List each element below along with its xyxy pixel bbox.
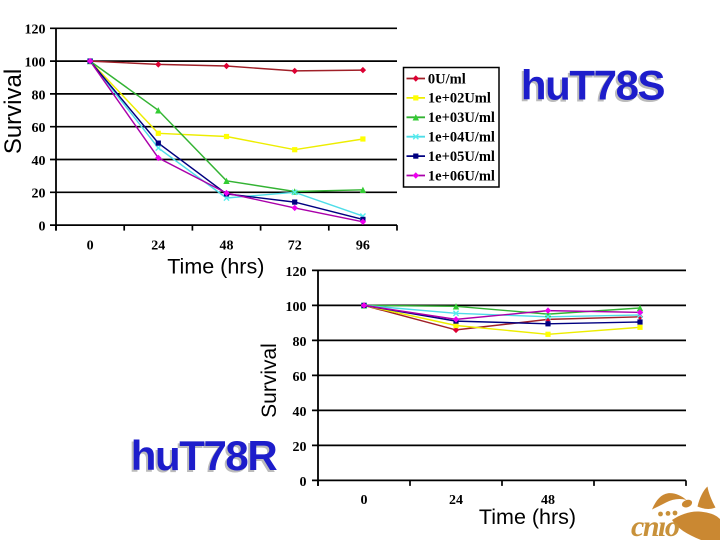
svg-text:1e+06U/ml: 1e+06U/ml <box>428 168 495 184</box>
svg-text:huT78R: huT78R <box>131 432 278 479</box>
svg-text:0: 0 <box>361 493 368 508</box>
svg-text:huT78R: huT78R <box>129 434 276 481</box>
svg-text:80: 80 <box>293 335 307 350</box>
svg-text:100: 100 <box>25 56 46 71</box>
svg-text:60: 60 <box>293 370 307 385</box>
svg-text:Time (hrs): Time (hrs) <box>479 505 576 529</box>
svg-text:48: 48 <box>220 239 234 254</box>
svg-text:0: 0 <box>87 239 94 254</box>
svg-text:72: 72 <box>288 239 302 254</box>
svg-text:huT78S: huT78S <box>519 64 663 111</box>
svg-text:24: 24 <box>151 239 165 254</box>
svg-text:24: 24 <box>449 493 463 508</box>
svg-text:Time (hrs): Time (hrs) <box>167 255 264 279</box>
svg-text:120: 120 <box>286 265 307 280</box>
svg-text:1e+04U/ml: 1e+04U/ml <box>428 130 495 146</box>
svg-text:huT78S: huT78S <box>521 62 665 109</box>
svg-text:Survival: Survival <box>258 343 281 418</box>
svg-text:120: 120 <box>25 23 46 38</box>
svg-text:1e+05U/ml: 1e+05U/ml <box>428 149 495 165</box>
svg-text:20: 20 <box>32 187 46 202</box>
svg-text:cnıo: cnıo <box>631 510 679 540</box>
svg-text:40: 40 <box>32 154 46 169</box>
svg-text:0: 0 <box>300 475 307 490</box>
svg-text:48: 48 <box>541 493 555 508</box>
svg-text:0: 0 <box>39 220 46 235</box>
svg-text:0U/ml: 0U/ml <box>428 71 466 87</box>
svg-text:96: 96 <box>356 239 370 254</box>
svg-text:100: 100 <box>286 300 307 315</box>
svg-text:20: 20 <box>293 440 307 455</box>
svg-text:1e+02Uml: 1e+02Uml <box>428 91 491 107</box>
svg-text:1e+03U/ml: 1e+03U/ml <box>428 110 495 126</box>
svg-text:40: 40 <box>293 405 307 420</box>
svg-text:Survival: Survival <box>0 69 27 154</box>
svg-text:80: 80 <box>32 88 46 103</box>
svg-text:60: 60 <box>32 121 46 136</box>
